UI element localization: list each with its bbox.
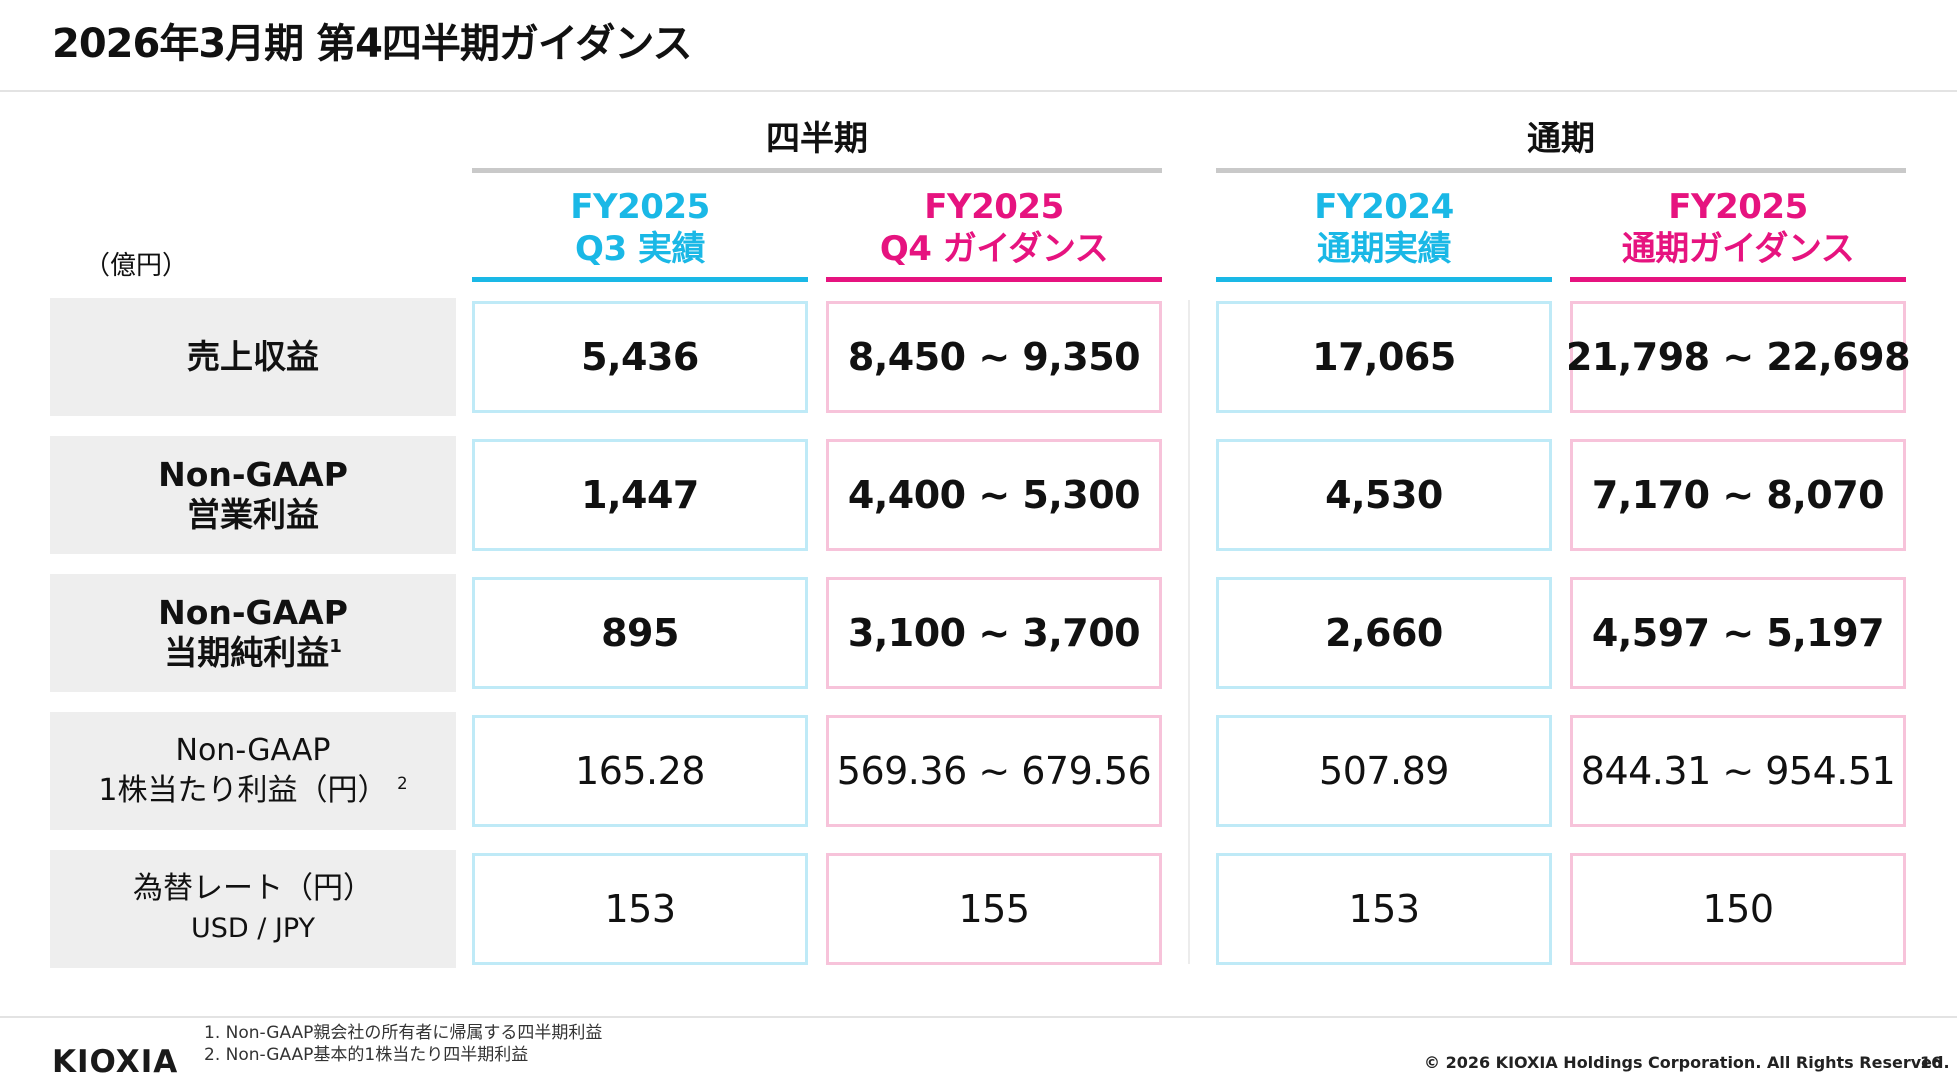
cell-revenue-q4-guidance: 8,450 ~ 9,350 <box>826 301 1162 413</box>
cell-net-income-fy2024-actual: 2,660 <box>1216 577 1552 689</box>
column-header-fy2024-actual: FY2024 通期実績 <box>1216 186 1552 270</box>
row-label-line2: 営業利益 <box>187 495 319 534</box>
group-rule-fullyear <box>1216 168 1906 173</box>
footnotes: 1. Non-GAAP親会社の所有者に帰属する四半期利益 2. Non-GAAP… <box>204 1022 602 1066</box>
column-header-q4-guidance: FY2025 Q4 ガイダンス <box>826 186 1162 270</box>
kioxia-logo: KIOXIA <box>52 1044 179 1080</box>
column-header-line1: FY2025 <box>924 187 1064 227</box>
group-label-fullyear: 通期 <box>1527 119 1595 159</box>
cell-eps-fy2024-actual: 507.89 <box>1216 715 1552 827</box>
cell-revenue-q3-actual: 5,436 <box>472 301 808 413</box>
column-header-line2: Q4 ガイダンス <box>879 229 1109 269</box>
cell-eps-fy2025-guidance: 844.31 ~ 954.51 <box>1570 715 1906 827</box>
column-rule-q3-actual <box>472 277 808 282</box>
column-header-line1: FY2025 <box>1668 187 1808 227</box>
column-header-line1: FY2025 <box>570 187 710 227</box>
group-divider <box>1188 300 1190 964</box>
cell-operating-income-q4-guidance: 4,400 ~ 5,300 <box>826 439 1162 551</box>
footer-divider <box>0 1016 1957 1018</box>
title-divider <box>0 90 1957 92</box>
footnote-1: 1. Non-GAAP親会社の所有者に帰属する四半期利益 <box>204 1023 603 1043</box>
footnote-marker: 1 <box>329 636 342 657</box>
cell-operating-income-fy2024-actual: 4,530 <box>1216 439 1552 551</box>
cell-revenue-fy2024-actual: 17,065 <box>1216 301 1552 413</box>
page-title: 2026年3月期 第4四半期ガイダンス <box>52 21 693 67</box>
cell-fx-rate-q4-guidance: 155 <box>826 853 1162 965</box>
cell-fx-rate-q3-actual: 153 <box>472 853 808 965</box>
cell-operating-income-fy2025-guidance: 7,170 ~ 8,070 <box>1570 439 1906 551</box>
cell-operating-income-q3-actual: 1,447 <box>472 439 808 551</box>
page-number: 16 <box>1920 1053 1943 1072</box>
cell-eps-q4-guidance: 569.36 ~ 679.56 <box>826 715 1162 827</box>
column-rule-fy2025-guidance <box>1570 277 1906 282</box>
cell-net-income-fy2025-guidance: 4,597 ~ 5,197 <box>1570 577 1906 689</box>
column-rule-fy2024-actual <box>1216 277 1552 282</box>
unit-label: （億円） <box>84 251 189 281</box>
group-label-quarter: 四半期 <box>766 119 868 159</box>
row-label-text: 売上収益 <box>187 337 319 376</box>
row-label-line1: 為替レート（円） <box>133 871 373 906</box>
column-header-line2: 通期ガイダンス <box>1621 229 1855 269</box>
row-label-fx-rate: 為替レート（円） USD / JPY <box>50 850 456 968</box>
row-label-line2: 当期純利益 <box>164 633 330 672</box>
footnote-marker: 2 <box>397 774 408 793</box>
row-label-revenue: 売上収益 <box>50 298 456 416</box>
row-label-line1: Non-GAAP <box>158 593 348 632</box>
column-header-line2: 通期実績 <box>1317 229 1452 269</box>
row-label-net-income: Non-GAAP 当期純利益1 <box>50 574 456 692</box>
row-label-line2: USD / JPY <box>190 913 316 944</box>
row-label-operating-income: Non-GAAP 営業利益 <box>50 436 456 554</box>
row-label-line1: Non-GAAP <box>175 733 331 768</box>
cell-net-income-q4-guidance: 3,100 ~ 3,700 <box>826 577 1162 689</box>
column-header-q3-actual: FY2025 Q3 実績 <box>472 186 808 270</box>
group-rule-quarter <box>472 168 1162 173</box>
row-label-eps: Non-GAAP 1株当たり利益（円） 2 <box>50 712 456 830</box>
cell-net-income-q3-actual: 895 <box>472 577 808 689</box>
cell-fx-rate-fy2024-actual: 153 <box>1216 853 1552 965</box>
copyright-text: © 2026 KIOXIA Holdings Corporation. All … <box>1424 1053 1950 1072</box>
footnote-2: 2. Non-GAAP基本的1株当たり四半期利益 <box>204 1045 529 1065</box>
row-label-line2: 1株当たり利益（円） <box>98 773 388 808</box>
column-header-line1: FY2024 <box>1314 187 1454 227</box>
cell-eps-q3-actual: 165.28 <box>472 715 808 827</box>
column-rule-q4-guidance <box>826 277 1162 282</box>
column-header-line2: Q3 実績 <box>575 229 705 269</box>
column-header-fy2025-guidance: FY2025 通期ガイダンス <box>1570 186 1906 270</box>
cell-fx-rate-fy2025-guidance: 150 <box>1570 853 1906 965</box>
row-label-line1: Non-GAAP <box>158 455 348 494</box>
cell-revenue-fy2025-guidance: 21,798 ~ 22,698 <box>1566 301 1911 413</box>
